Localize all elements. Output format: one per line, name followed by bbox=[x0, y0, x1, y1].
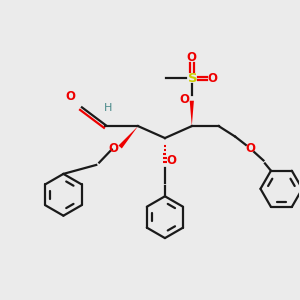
Text: O: O bbox=[109, 142, 118, 155]
Text: H: H bbox=[104, 103, 112, 113]
Text: O: O bbox=[180, 93, 190, 106]
Text: O: O bbox=[66, 90, 76, 103]
Text: O: O bbox=[187, 51, 197, 64]
Text: S: S bbox=[188, 72, 198, 85]
Text: O: O bbox=[167, 154, 176, 167]
Polygon shape bbox=[118, 126, 138, 148]
Text: O: O bbox=[208, 72, 218, 85]
Polygon shape bbox=[190, 101, 194, 126]
Text: O: O bbox=[246, 142, 256, 155]
